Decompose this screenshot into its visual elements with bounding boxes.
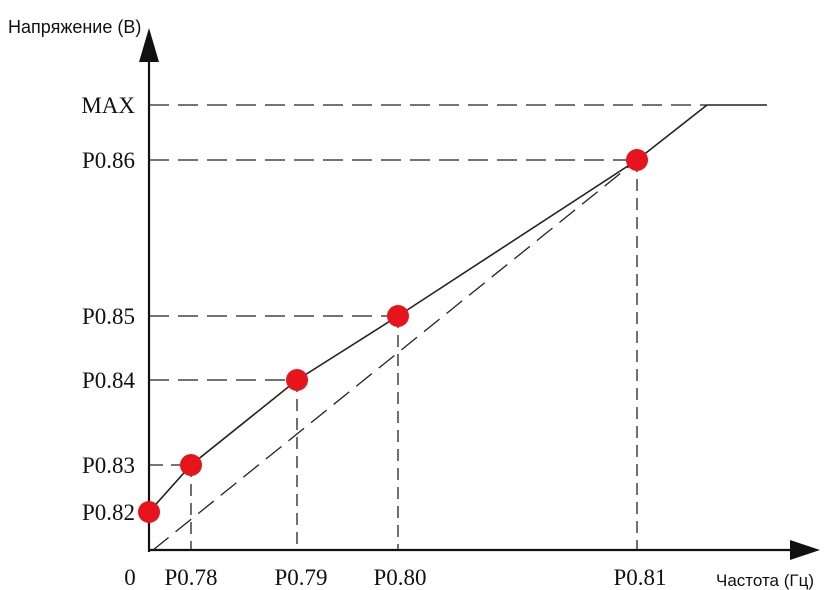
x-axis-title: Частота (Гц) [716, 571, 814, 590]
linear-reference-line [152, 159, 638, 551]
point-p083 [180, 454, 202, 476]
x-tick-label: P0.80 [373, 565, 426, 590]
x-tick-label: P0.81 [613, 565, 666, 590]
x-tick-label: P0.79 [274, 565, 327, 590]
y-tick-label: P0.83 [82, 453, 135, 478]
y-tick-label: P0.85 [82, 304, 135, 329]
point-p085 [387, 305, 409, 327]
y-tick-label: MAX [81, 93, 135, 118]
x-origin-label: 0 [124, 565, 136, 590]
y-axis-title: Напряжение (В) [8, 17, 141, 37]
point-p082 [138, 501, 160, 523]
y-tick-label: P0.82 [82, 500, 135, 525]
point-p084 [286, 369, 308, 391]
y-tick-label: P0.86 [82, 148, 135, 173]
y-axis-arrow [139, 28, 159, 62]
point-p081-p086 [626, 149, 648, 171]
y-tick-label: P0.84 [82, 368, 136, 393]
x-tick-label: P0.78 [164, 565, 217, 590]
vf-curve-line [148, 104, 767, 513]
x-axis-arrow [790, 540, 820, 560]
